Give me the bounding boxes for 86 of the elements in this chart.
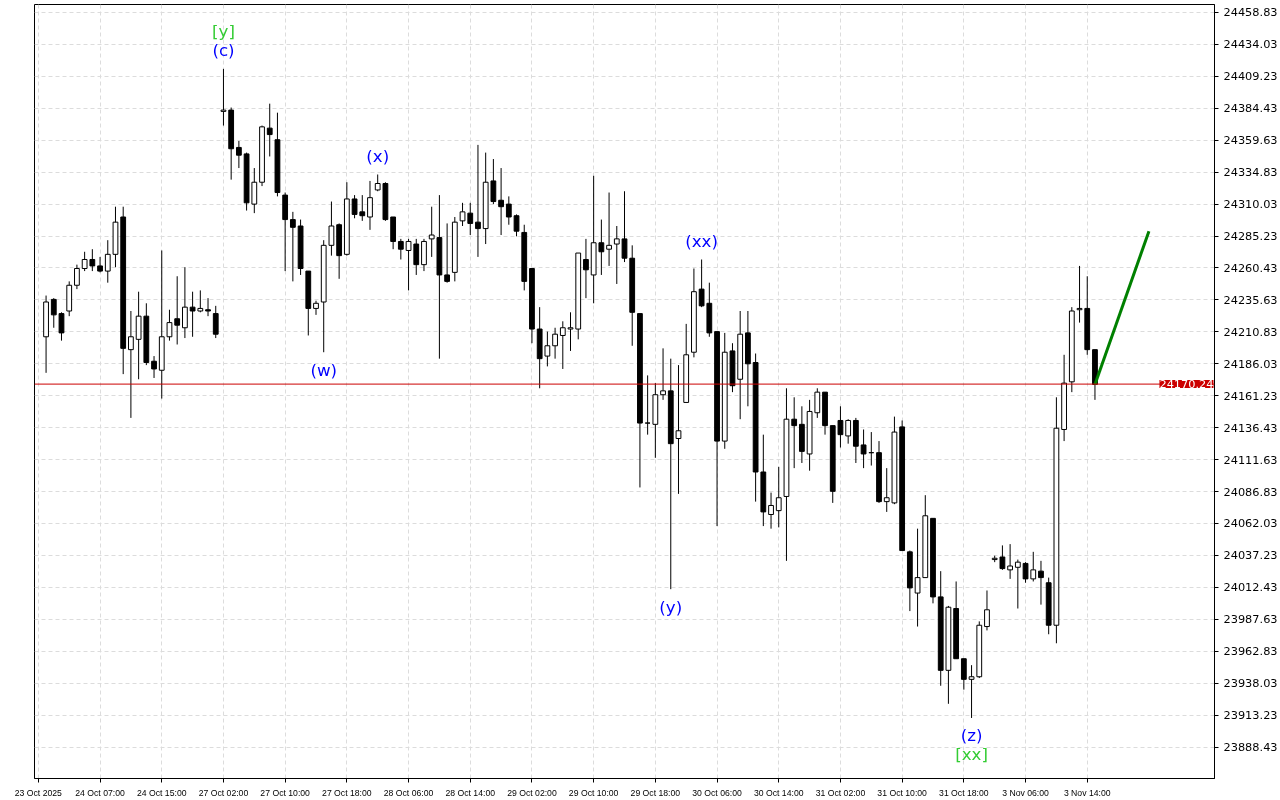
candlestick xyxy=(1014,559,1021,609)
x-tick-label: 24 Oct 15:00 xyxy=(136,787,187,798)
y-tick-label: 24186.03 xyxy=(1223,356,1278,371)
annotation: [xx] xyxy=(955,745,988,765)
y-tick-label: 24458.83 xyxy=(1223,5,1278,20)
x-tick-label: 24 Oct 07:00 xyxy=(75,787,126,798)
y-tick-label: 24210.83 xyxy=(1223,324,1278,339)
y-tick-label: 24310.03 xyxy=(1223,197,1278,212)
x-tick-label: 3 Nov 06:00 xyxy=(1002,787,1050,798)
candlestick xyxy=(960,658,967,691)
candlestick xyxy=(128,310,134,419)
x-tick-label: 30 Oct 14:00 xyxy=(753,787,804,798)
x-tick-label: 27 Oct 10:00 xyxy=(260,787,311,798)
y-tick-label: 24384.43 xyxy=(1223,101,1278,116)
x-tick-label: 3 Nov 14:00 xyxy=(1063,787,1111,798)
x-tick-label: 31 Oct 02:00 xyxy=(815,787,866,798)
candlestick xyxy=(660,347,666,401)
y-tick-label: 24136.43 xyxy=(1223,420,1278,435)
annotation: (c) xyxy=(212,41,235,61)
candlestick xyxy=(768,492,774,530)
candlestick xyxy=(1038,560,1044,606)
candlestick xyxy=(444,222,451,284)
annotation: (xx) xyxy=(685,232,718,251)
candlestick xyxy=(421,238,427,272)
x-tick-label: 27 Oct 18:00 xyxy=(322,787,372,798)
y-tick-label: 24111.63 xyxy=(1223,452,1278,467)
candlestick xyxy=(845,418,852,445)
y-tick-label: 24161.23 xyxy=(1223,388,1278,403)
y-tick-label: 24409.23 xyxy=(1223,69,1278,84)
x-tick-label: 27 Oct 02:00 xyxy=(198,787,249,798)
candlestick xyxy=(1007,543,1014,580)
candlestick xyxy=(235,140,242,169)
candlestick xyxy=(74,264,80,290)
candlestick xyxy=(860,428,867,469)
candlestick xyxy=(266,103,273,157)
candlestick xyxy=(397,238,404,260)
candlestick xyxy=(968,664,975,719)
x-tick-label: 29 Oct 18:00 xyxy=(630,787,681,798)
candlestick xyxy=(205,297,211,317)
candlestick xyxy=(313,300,319,316)
x-tick-label: 29 Oct 10:00 xyxy=(568,787,619,798)
candlestick xyxy=(984,589,990,631)
y-tick-label: 23962.83 xyxy=(1223,644,1278,659)
y-tick-label: 24285.23 xyxy=(1223,229,1278,244)
y-tick-label: 24260.43 xyxy=(1223,260,1278,275)
x-tick-label: 23 Oct 2025 xyxy=(14,787,63,798)
candlestick xyxy=(367,180,373,231)
candlestick xyxy=(97,256,103,273)
y-tick-label: 23938.03 xyxy=(1223,676,1278,691)
x-tick-label: 28 Oct 06:00 xyxy=(383,787,434,798)
y-tick-label: 24086.83 xyxy=(1223,484,1278,499)
annotation: (x) xyxy=(366,147,390,166)
y-tick-label: 24235.63 xyxy=(1223,292,1278,307)
y-tick-label: 23987.63 xyxy=(1223,612,1278,627)
x-tick-label: 31 Oct 18:00 xyxy=(939,787,989,798)
candlestick xyxy=(289,211,296,282)
x-tick-label: 28 Oct 14:00 xyxy=(445,787,496,798)
y-tick-label: 24037.23 xyxy=(1223,548,1278,563)
y-tick-label: 24062.03 xyxy=(1223,516,1278,531)
annotation: (w) xyxy=(310,360,338,380)
y-tick-label: 24359.63 xyxy=(1223,133,1278,148)
x-tick-label: 29 Oct 02:00 xyxy=(507,787,557,798)
candlestick xyxy=(775,466,782,528)
annotation: (z) xyxy=(960,726,983,746)
candlestick xyxy=(583,238,589,299)
y-tick-label: 23913.23 xyxy=(1223,708,1278,723)
ref-line-label: 24170.24 xyxy=(1159,377,1214,392)
annotation: (y) xyxy=(659,597,683,617)
x-tick-label: 30 Oct 06:00 xyxy=(692,787,743,798)
candlestick xyxy=(151,355,157,379)
x-tick-label: 31 Oct 10:00 xyxy=(877,787,928,798)
candlestick xyxy=(606,192,612,267)
annotation: [y] xyxy=(212,22,235,42)
candlestick xyxy=(475,144,481,258)
candlestick xyxy=(498,167,504,236)
candlestick xyxy=(328,201,335,257)
candlestick xyxy=(182,266,188,339)
y-tick-label: 24434.03 xyxy=(1223,37,1278,52)
y-tick-label: 24012.43 xyxy=(1223,580,1278,595)
y-tick-label: 24334.83 xyxy=(1223,165,1278,180)
candlestick xyxy=(212,305,219,339)
candlestick xyxy=(220,68,227,127)
candlestick xyxy=(552,327,558,360)
y-tick-label: 23888.43 xyxy=(1223,740,1278,755)
candlestick xyxy=(104,239,111,284)
candlestick xyxy=(644,374,651,436)
